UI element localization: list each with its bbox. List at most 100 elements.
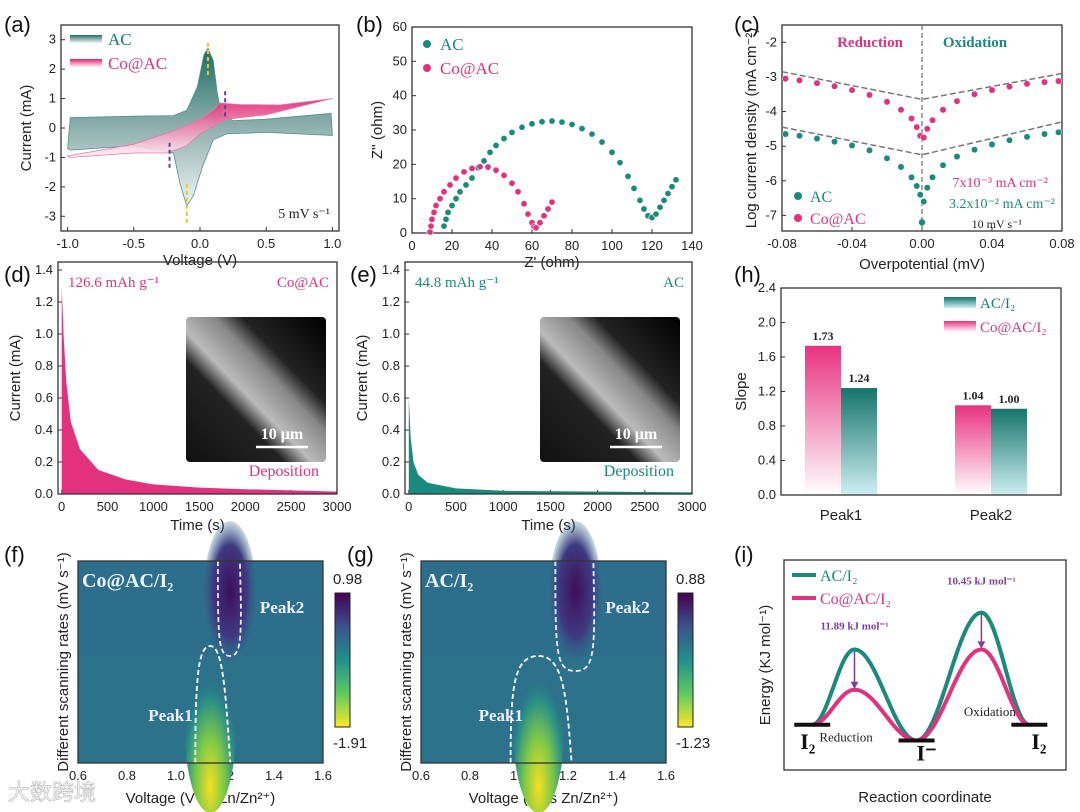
x-tick-label: 1000 (489, 499, 518, 514)
data-point (442, 215, 450, 223)
plot-frame (420, 560, 667, 764)
current-decay-area (61, 286, 337, 494)
x-tick-label: 0.04 (979, 236, 1004, 251)
data-point (492, 166, 500, 174)
data-point (536, 219, 544, 227)
x-tick-label: 100 (601, 238, 623, 253)
data-point (1041, 130, 1048, 138)
x-tick-label: 20 (445, 238, 459, 253)
exchange-current-ac: 3.2x10⁻² mA cm⁻² (949, 197, 1055, 212)
legend-label: AC (108, 30, 132, 49)
y-tick-label: 40 (393, 88, 407, 103)
data-point (508, 128, 516, 136)
data-point (540, 212, 548, 220)
data-point (520, 200, 528, 208)
data-point (544, 205, 552, 213)
y-tick-label: 2.0 (758, 315, 776, 330)
y-tick-label: 2 (49, 61, 56, 76)
x-tick-label: 0.6 (69, 768, 87, 783)
data-point (640, 205, 648, 213)
data-point (452, 174, 460, 182)
sem-inset-image (186, 317, 326, 462)
tafel-fit-line (781, 121, 1063, 156)
data-point (598, 138, 606, 146)
legend-label: Co@AC (108, 54, 167, 73)
peak1-hotspot (512, 633, 565, 812)
data-point (440, 222, 448, 230)
data-point (913, 182, 921, 190)
x-tick-label: -0.04 (837, 236, 867, 251)
data-point (939, 161, 947, 169)
arrow-head (977, 641, 986, 649)
data-point (848, 142, 856, 149)
x-tick-label: 500 (97, 499, 119, 514)
scan-rate-annotation: 10 mV s⁻¹ (972, 217, 1023, 231)
legend-swatch (944, 321, 976, 332)
data-point (660, 196, 668, 204)
panel-label: (e) (350, 262, 377, 287)
data-point (929, 116, 936, 124)
y-tick-label: 60 (393, 19, 407, 34)
tafel-fit-line (781, 70, 1063, 101)
data-point (532, 224, 540, 232)
x-axis-label: Voltage (V) (163, 252, 237, 269)
x-tick-label: -0.08 (767, 236, 797, 251)
data-point (831, 138, 838, 146)
data-point (883, 154, 891, 162)
y-tick-label: 0.6 (35, 390, 53, 405)
data-point (500, 171, 508, 179)
legend-label: Co@AC/I₂ (980, 320, 1047, 336)
data-point (630, 184, 638, 192)
data-point (616, 159, 624, 167)
panel-label: (a) (4, 12, 31, 37)
sem-inset-image (540, 317, 680, 462)
y-axis-label: Energy (KJ mol⁻¹) (757, 605, 774, 725)
x-tick-label: 140 (681, 238, 703, 253)
region-label-reduction: Reduction (837, 35, 903, 51)
data-point (796, 132, 803, 140)
plot-frame (57, 261, 338, 495)
x-tick-label: 3000 (323, 499, 352, 514)
data-point (452, 195, 460, 203)
state-label: I₂ (1031, 729, 1047, 754)
panel-label: (i) (734, 542, 754, 567)
y-tick-label: -3 (44, 208, 56, 223)
data-point (430, 208, 438, 216)
capacity-annotation: 44.8 mAh g⁻¹ (415, 275, 499, 291)
data-point (664, 190, 672, 198)
legend-label: Co@AC/I₂ (820, 591, 891, 608)
y-tick-label: 0.8 (35, 358, 53, 373)
data-point (916, 191, 924, 199)
data-point (1041, 78, 1048, 86)
x-tick-label: 1500 (536, 499, 565, 514)
data-point (953, 153, 961, 161)
panel-label: (b) (356, 12, 383, 37)
y-tick-label: 0.0 (35, 486, 53, 501)
y-tick-label: -4 (765, 104, 777, 119)
data-point (624, 172, 632, 180)
colorbar-max-label: 0.98 (333, 571, 362, 588)
y-tick-label: 10 (393, 191, 407, 206)
colorbar-max-label: 0.88 (676, 571, 705, 588)
heatmap-title: Co@AC/I₂ (82, 570, 173, 592)
process-label: Deposition (604, 463, 674, 480)
data-point (923, 184, 931, 192)
y-tick-label: -5 (765, 138, 777, 153)
legend-label: AC/I₂ (980, 296, 1015, 312)
y-axis-label: Log current density (mA cm⁻²) (743, 28, 760, 228)
y-tick-label: 1.2 (35, 294, 53, 309)
process-label: Oxidation (964, 704, 1016, 719)
data-point (468, 164, 476, 172)
x-tick-label: 500 (445, 499, 467, 514)
category-label: Peak2 (970, 507, 1013, 524)
x-tick-label: 40 (485, 238, 499, 253)
x-tick-label: 0 (405, 499, 412, 514)
data-point (897, 163, 905, 171)
heatmap-title: AC/I₂ (425, 570, 473, 592)
legend-label: Co@AC (440, 59, 499, 78)
y-tick-label: 20 (393, 156, 407, 171)
data-point (848, 86, 856, 94)
x-tick-label: 2500 (277, 499, 306, 514)
colorbar-min-label: -1.23 (676, 735, 710, 752)
bar-value-label: 1.24 (849, 371, 870, 385)
